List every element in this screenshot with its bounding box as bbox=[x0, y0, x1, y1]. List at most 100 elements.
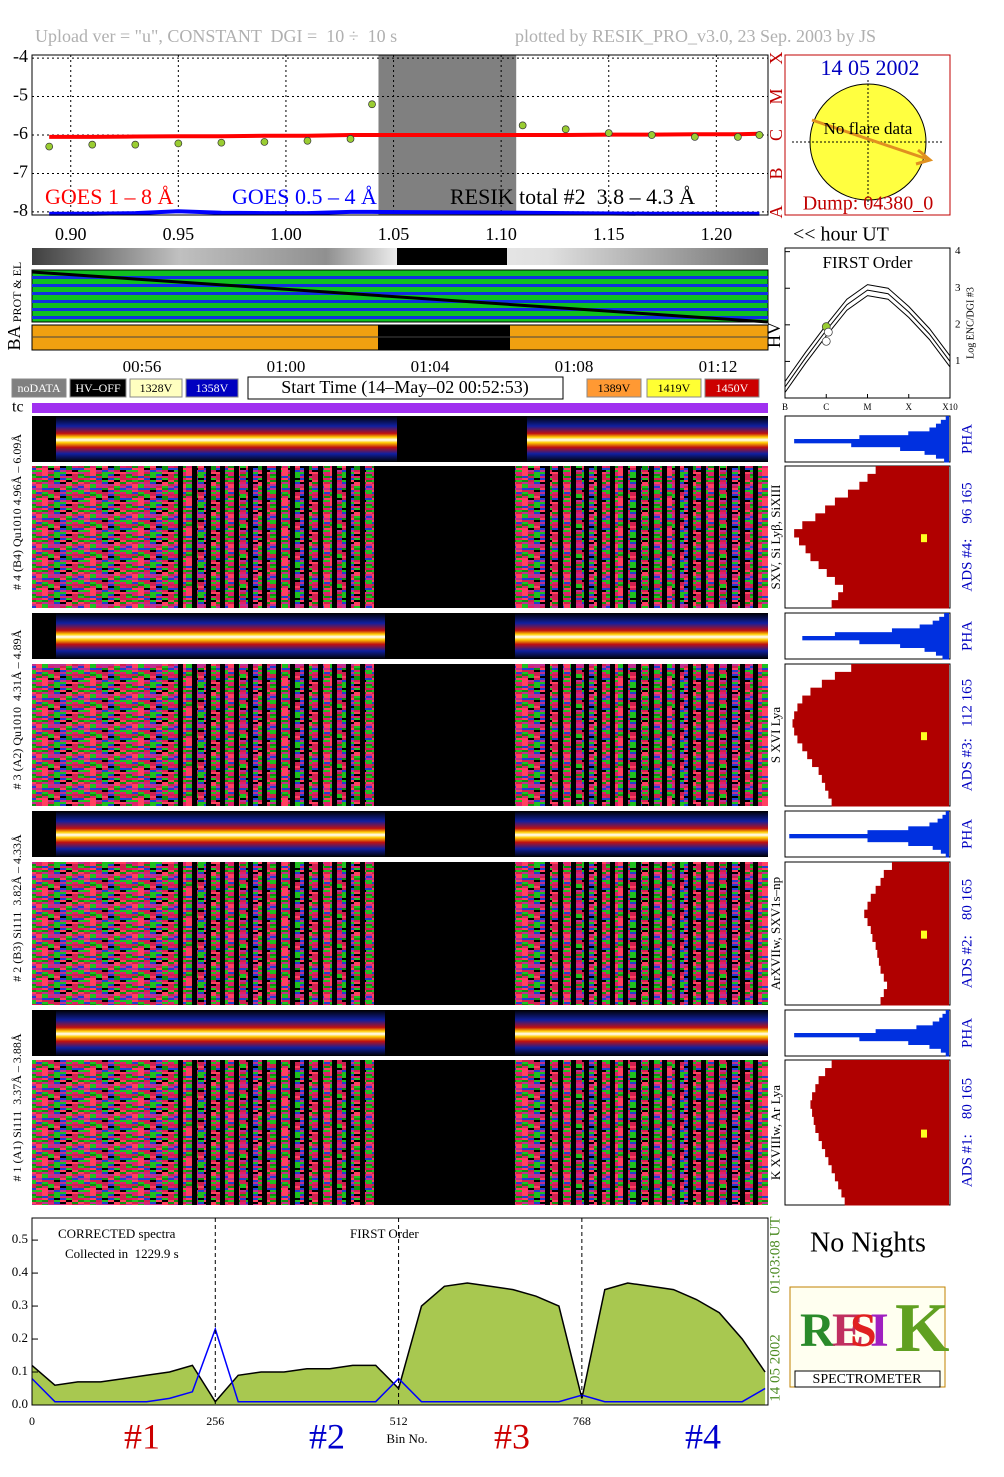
x-axis-label: Bin No. bbox=[386, 1431, 427, 1446]
dropout-stripe bbox=[636, 862, 641, 1005]
ads-bar bbox=[815, 1084, 949, 1093]
data-point bbox=[88, 140, 97, 149]
pha-bar bbox=[942, 1013, 949, 1019]
ads-bar bbox=[818, 1076, 949, 1085]
y-tick-label: -8 bbox=[13, 200, 28, 220]
x-tick-label: X bbox=[906, 402, 913, 412]
ads-bar bbox=[794, 529, 949, 538]
ads-bar bbox=[797, 703, 949, 712]
dropout-stripe bbox=[753, 862, 758, 1005]
x-tick-label: 1.15 bbox=[593, 224, 625, 244]
ads-bar bbox=[826, 568, 949, 577]
data-gap bbox=[385, 811, 515, 857]
marker bbox=[921, 930, 927, 939]
dropout-stripe bbox=[558, 664, 563, 806]
dropout-stripe bbox=[610, 862, 615, 1005]
ads-bar bbox=[891, 862, 949, 871]
dropout-stripe bbox=[571, 1060, 576, 1205]
dropout-stripe bbox=[290, 466, 295, 608]
y2-tick-label: A bbox=[766, 205, 786, 218]
data-point bbox=[755, 131, 764, 139]
dropout-stripe bbox=[597, 466, 602, 608]
ads-bar bbox=[867, 901, 949, 911]
time-tick: 01:04 bbox=[411, 357, 450, 376]
pha-bar bbox=[867, 837, 949, 843]
ads-bar bbox=[883, 973, 949, 982]
ads-label: ADS #3: 112 165 bbox=[959, 679, 975, 791]
dropout-stripe bbox=[374, 664, 379, 806]
pha-bar bbox=[891, 628, 949, 633]
ads-bar bbox=[807, 750, 949, 760]
dropout-stripe bbox=[234, 664, 239, 806]
dropout-stripe bbox=[290, 1060, 295, 1205]
y2-tick-label: B bbox=[766, 167, 786, 179]
pha-label: PHA bbox=[959, 1018, 975, 1048]
dropout-stripe bbox=[374, 1060, 379, 1205]
ads-bar bbox=[825, 782, 949, 791]
ads-bar bbox=[834, 497, 949, 506]
pha-bar bbox=[942, 814, 949, 820]
ads-bar bbox=[838, 1180, 949, 1190]
prot-band bbox=[32, 316, 768, 319]
dropout-stripe bbox=[649, 664, 654, 806]
series-area bbox=[32, 1283, 766, 1405]
ads-bar bbox=[828, 790, 949, 799]
ads-bar bbox=[872, 933, 949, 942]
dropout-stripe bbox=[623, 466, 628, 608]
pha-bar bbox=[945, 416, 949, 421]
y2-tick-label: C bbox=[766, 129, 786, 141]
pha-bar bbox=[834, 632, 949, 637]
dropout-stripe bbox=[346, 862, 351, 1005]
ads-bar bbox=[810, 1100, 949, 1109]
dropout-stripe bbox=[220, 466, 225, 608]
pha-bar bbox=[929, 822, 949, 827]
pha-bar bbox=[945, 1052, 949, 1057]
legend-entry: RESIK total #2 3.8 – 4.3 Å bbox=[450, 184, 695, 209]
pha-label: PHA bbox=[959, 621, 975, 651]
time-tick: 01:00 bbox=[267, 357, 306, 376]
x-tick-label: C bbox=[823, 402, 829, 412]
ads-bar bbox=[797, 735, 949, 744]
pha-bar bbox=[935, 454, 949, 459]
dropout-stripe bbox=[610, 466, 615, 608]
logo-letter: E bbox=[832, 1304, 864, 1357]
dropout-stripe bbox=[688, 664, 693, 806]
dropout-stripe bbox=[206, 466, 211, 608]
dropout-stripe bbox=[262, 466, 267, 608]
pha-bar bbox=[939, 616, 949, 622]
logo-band bbox=[794, 1370, 941, 1388]
dropout-stripe bbox=[276, 466, 281, 608]
dropout-stripe bbox=[675, 1060, 680, 1205]
y-tick-label: 0.4 bbox=[12, 1264, 29, 1279]
y-tick-label: 2 bbox=[955, 318, 961, 330]
dropout-stripe bbox=[360, 1060, 365, 1205]
pha-bar bbox=[932, 845, 949, 850]
dropout-stripe bbox=[753, 664, 758, 806]
pha-lead bbox=[32, 416, 56, 462]
pha-bar bbox=[932, 620, 949, 625]
dropout-stripe bbox=[248, 1060, 253, 1205]
dropout-stripe bbox=[740, 664, 745, 806]
pha-bar bbox=[942, 655, 949, 660]
ads-label: ADS #1: 80 165 bbox=[959, 1078, 975, 1187]
logo-letter: R bbox=[800, 1304, 836, 1357]
dropout-stripe bbox=[346, 664, 351, 806]
dropout-stripe bbox=[304, 862, 309, 1005]
pha-bar bbox=[867, 830, 949, 835]
dropout-stripe bbox=[234, 466, 239, 608]
ads-bar bbox=[834, 1172, 949, 1182]
ads-bar bbox=[844, 1196, 949, 1206]
hv-legend-label: 1389V bbox=[598, 381, 631, 395]
dropout-stripe bbox=[636, 1060, 641, 1205]
ads-bar bbox=[880, 965, 949, 974]
ads-bar bbox=[802, 742, 949, 752]
dropout-stripe bbox=[332, 862, 337, 1005]
dropout-stripe bbox=[597, 1060, 602, 1205]
marker bbox=[921, 534, 927, 543]
ads-bar bbox=[887, 981, 949, 990]
channel-label: # 4 (B4) Qu1010 4.96Å – 6.09Å bbox=[10, 434, 24, 590]
hour-label: << hour UT bbox=[793, 224, 889, 246]
dropout-stripe bbox=[610, 1060, 615, 1205]
ads-bar bbox=[802, 521, 949, 530]
series-line bbox=[784, 295, 951, 393]
